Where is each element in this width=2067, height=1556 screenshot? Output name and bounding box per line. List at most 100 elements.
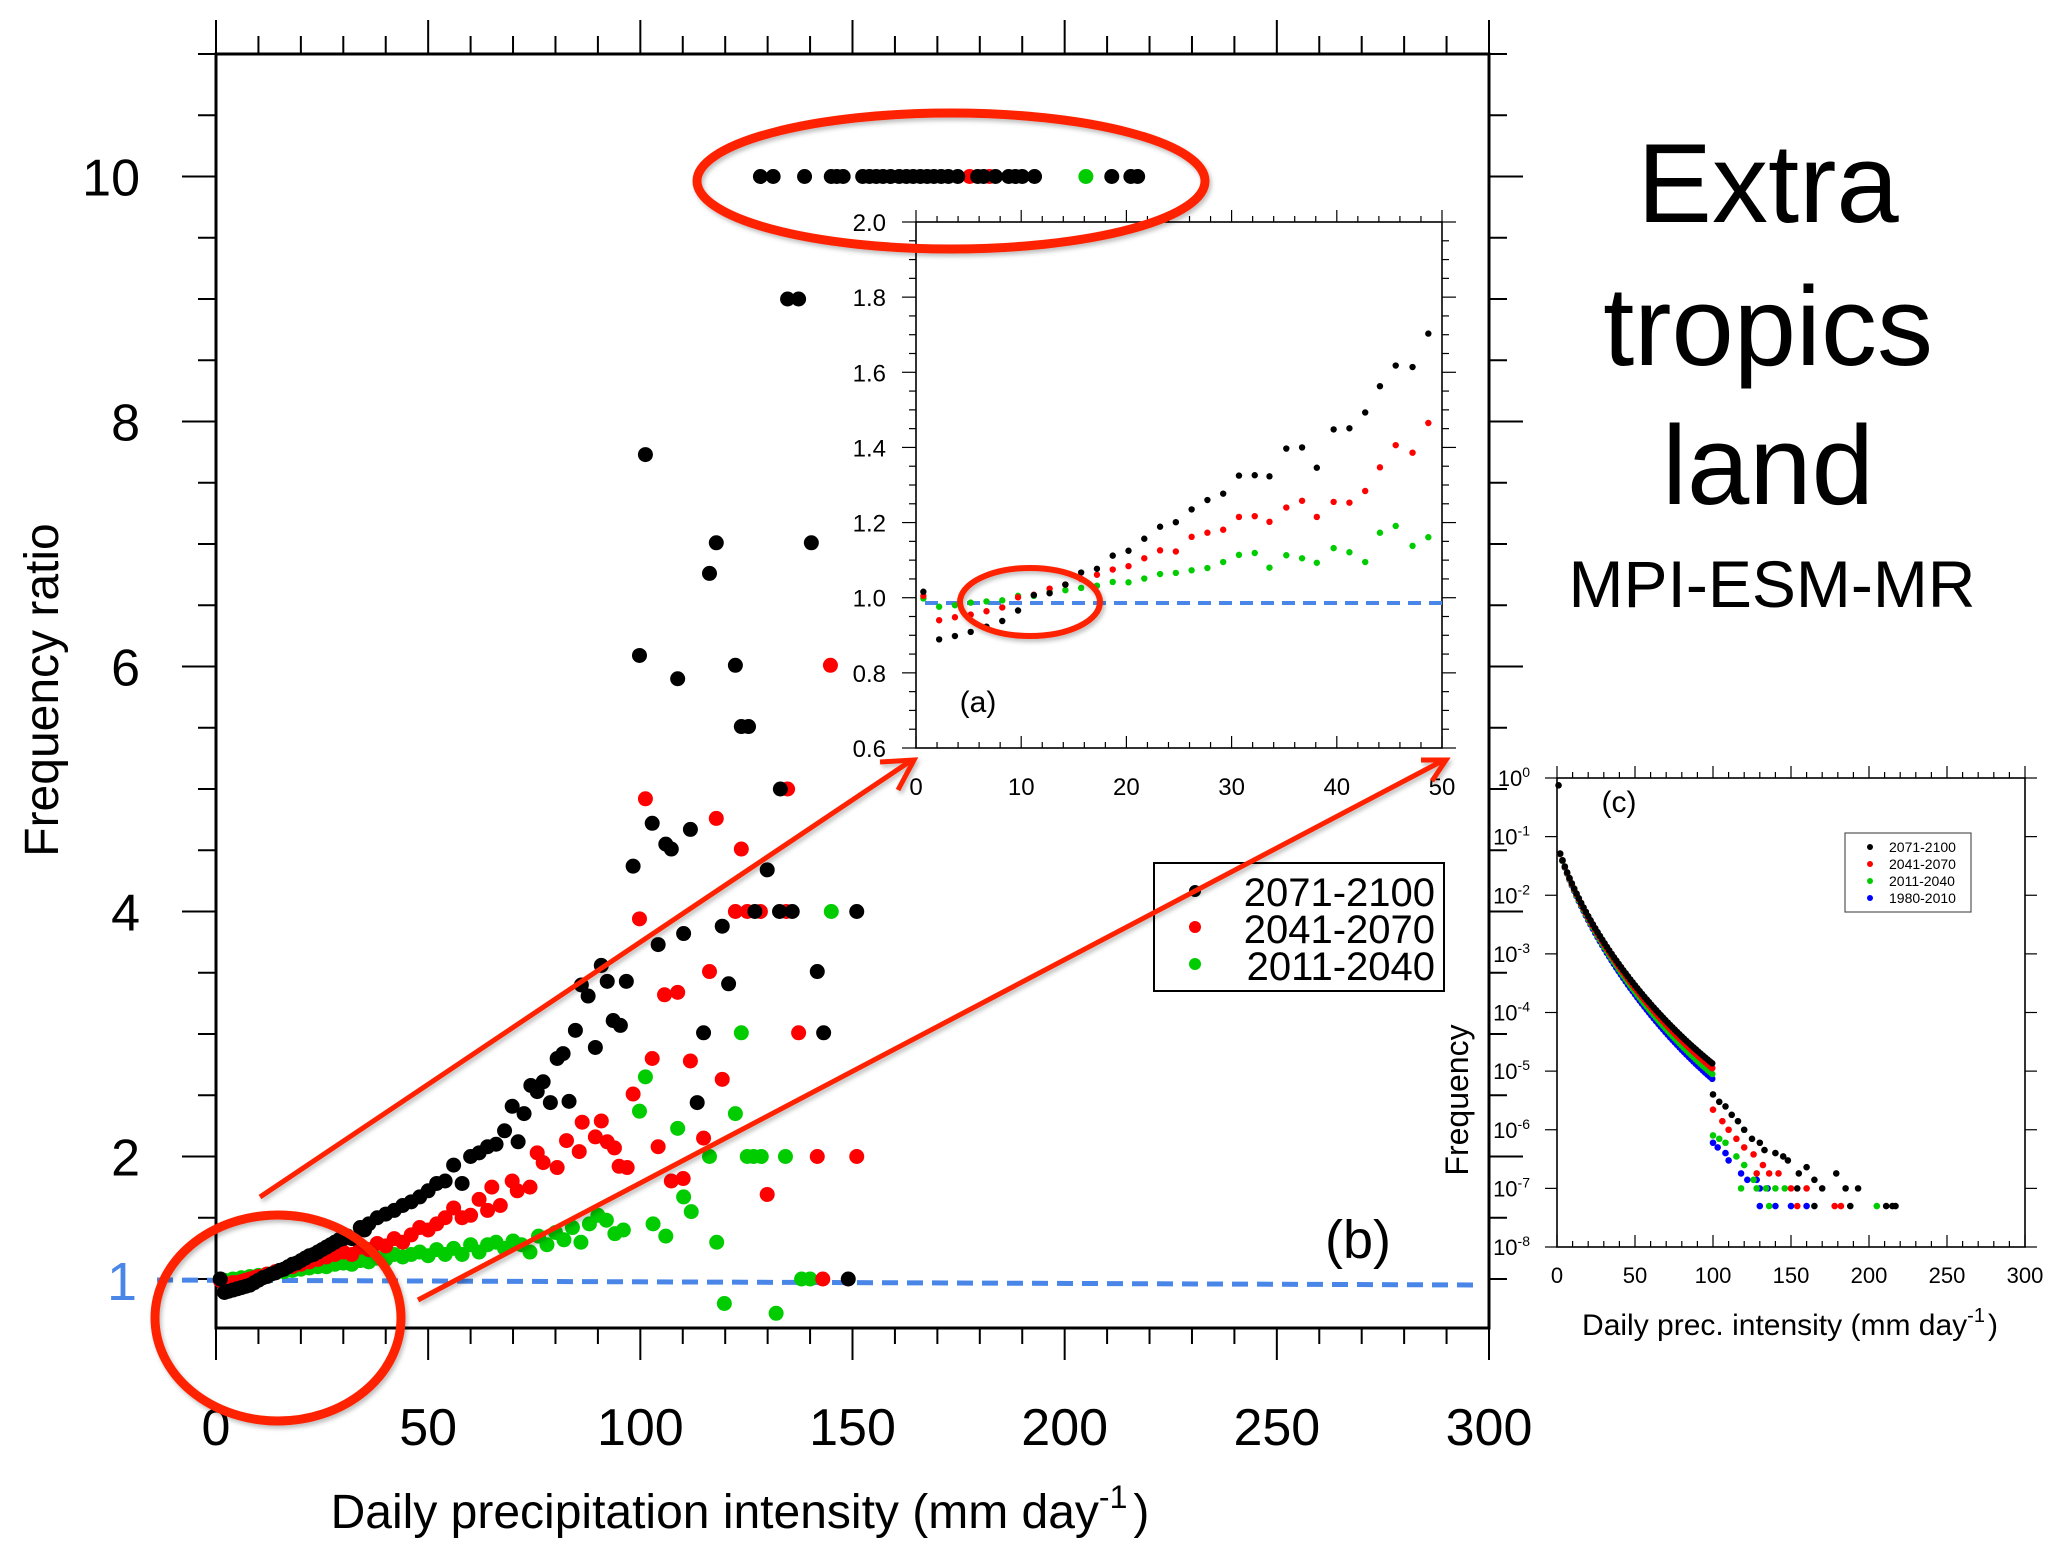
point-a-2011-2040 (1156, 570, 1164, 578)
c-legend-marker-2011-2040 (1867, 878, 1873, 884)
point-c-2011-2040 (1708, 1070, 1716, 1078)
point-a-2041-2070 (1109, 566, 1116, 573)
point-b-2071-2100 (567, 1022, 583, 1038)
point-b-2071-2100 (689, 1095, 705, 1111)
panel-b-y-tick-labels: 2 4 6 8 10 (82, 150, 140, 1188)
c-y-tick-label: 10-8 (1493, 1233, 1530, 1260)
annotation-arrow-1-shaft (258, 757, 914, 1200)
c-y-tick-label: 10-5 (1493, 1057, 1530, 1084)
point-a-2041-2070 (1346, 499, 1353, 506)
point-a-2071-2100 (1030, 591, 1038, 599)
point-b-2011-2040 (676, 1189, 692, 1205)
point-c-2071-2100 (1811, 1202, 1818, 1210)
point-c-2071-2100 (1793, 1185, 1801, 1192)
legend-marker-2011-2040 (1189, 958, 1201, 970)
panel-c-legend: 2071-2100 2041-2070 2011-2040 1980-2010 (1844, 832, 1972, 913)
point-a-2071-2100 (1188, 506, 1195, 513)
a-x-tick-label: 20 (1113, 774, 1140, 801)
point-a-2041-2070 (1266, 518, 1273, 526)
point-b-2041-2070 (606, 1140, 622, 1156)
panel-b-label: (b) (1325, 1210, 1391, 1270)
point-b-2041-2070 (637, 791, 653, 807)
panel-a-y-tick-labels: 0.6 0.8 1.0 1.2 1.4 1.6 1.8 2.0 (853, 210, 886, 763)
point-c-2011-2040 (1722, 1139, 1729, 1147)
point-b-2071-2100 (714, 918, 730, 934)
point-c-2041-2070 (1733, 1135, 1740, 1143)
y-tick-label: 10 (82, 150, 140, 208)
point-b-2071-2100 (1014, 169, 1030, 184)
point-c-2041-2070 (1709, 1106, 1717, 1113)
point-b-2041-2070 (663, 1173, 679, 1189)
panel-a-x-tick-labels: 0 10 20 30 40 50 (909, 774, 1455, 801)
a-x-tick-label: 40 (1323, 774, 1350, 801)
point-a-2071-2100 (920, 588, 927, 595)
a-y-tick-label: 2.0 (853, 210, 886, 237)
point-b-2041-2070 (619, 1160, 635, 1176)
point-c-2071-2100 (1761, 1146, 1768, 1154)
point-c-2071-2100 (1722, 1103, 1729, 1110)
point-c-2071-2100 (1795, 1170, 1803, 1177)
c-x-tick-label: 200 (1851, 1263, 1888, 1288)
point-c-2041-2070 (1765, 1170, 1773, 1177)
point-b-2071-2100 (835, 169, 851, 184)
point-b-2071-2100 (587, 1039, 603, 1055)
point-c-2071-2100 (1748, 1135, 1756, 1143)
point-b-2071-2100 (765, 169, 781, 184)
point-b-2041-2070 (696, 1130, 712, 1146)
panel-c-y-axis-title: Frequency (1439, 1024, 1475, 1175)
point-c-2071-2100 (1561, 863, 1569, 870)
point-c-2071-2100 (1568, 880, 1576, 887)
point-a-2071-2100 (1266, 473, 1273, 480)
point-a-2071-2100 (1283, 445, 1290, 452)
point-a-2071-2100 (1219, 490, 1227, 497)
c-x-tick-label: 50 (1623, 1263, 1647, 1288)
point-a-2011-2040 (1283, 552, 1290, 559)
point-b-2071-2100 (437, 1173, 453, 1189)
point-c-2041-2070 (1803, 1185, 1810, 1192)
point-b-2041-2070 (471, 1191, 487, 1207)
arrow-1-head-icon (879, 757, 919, 792)
title-line-2: tropics (1603, 264, 1933, 389)
point-b-2041-2070 (535, 1155, 551, 1171)
c-y-tick-label: 10-7 (1493, 1174, 1530, 1201)
point-a-2071-2100 (1376, 382, 1384, 390)
arrow-2-head-icon (1421, 757, 1451, 783)
point-a-2071-2100 (1077, 569, 1085, 576)
point-a-2011-2040 (1330, 544, 1337, 552)
legend-label-2041-2070: 2041-2070 (1244, 908, 1435, 952)
point-c-1980-2010 (1756, 1202, 1764, 1210)
point-b-2071-2100 (772, 781, 788, 797)
point-a-2071-2100 (1172, 518, 1180, 526)
point-c-2071-2100 (1709, 1091, 1717, 1098)
point-b-2071-2100 (772, 904, 788, 919)
point-b-2041-2070 (558, 1133, 574, 1149)
a-x-tick-label: 0 (909, 774, 922, 801)
point-b-2071-2100 (950, 169, 966, 184)
panel-c-x-axis-title: Daily prec. intensity (mm day-1) (1582, 1305, 1998, 1342)
y-tick-label: 4 (111, 885, 140, 943)
c-x-tick-label: 150 (1773, 1263, 1810, 1288)
point-c-1980-2010 (1725, 1157, 1732, 1164)
point-b-2011-2040 (683, 1204, 699, 1220)
point-b-2071-2100 (599, 973, 615, 989)
point-b-2071-2100 (696, 1025, 712, 1041)
point-b-2041-2070 (522, 1179, 538, 1195)
point-c-2071-2100 (1556, 850, 1564, 857)
point-b-2041-2070 (708, 810, 724, 826)
point-a-2011-2040 (983, 598, 990, 605)
panel-c-label: (c) (1602, 786, 1637, 819)
point-b-2071-2100 (670, 671, 686, 687)
x-title-sup: -1 (1099, 1479, 1127, 1515)
panel-b-x-tick-labels: 0 50 100 150 200 250 300 (202, 1399, 1533, 1457)
point-c-2041-2070 (1725, 1126, 1732, 1134)
point-c-2071-2100 (1811, 1176, 1818, 1184)
point-a-2041-2070 (935, 617, 943, 624)
x-tick-label: 150 (809, 1399, 896, 1457)
point-a-2071-2100 (1298, 444, 1306, 451)
c-legend-marker-2071-2100 (1867, 844, 1873, 850)
annotations (150, 108, 1451, 1426)
panel-b-legend: 2071-2100 2041-2070 2011-2040 (1153, 862, 1445, 992)
point-a-2011-2040 (1362, 558, 1369, 566)
title-line-1: Extra (1637, 121, 1899, 246)
